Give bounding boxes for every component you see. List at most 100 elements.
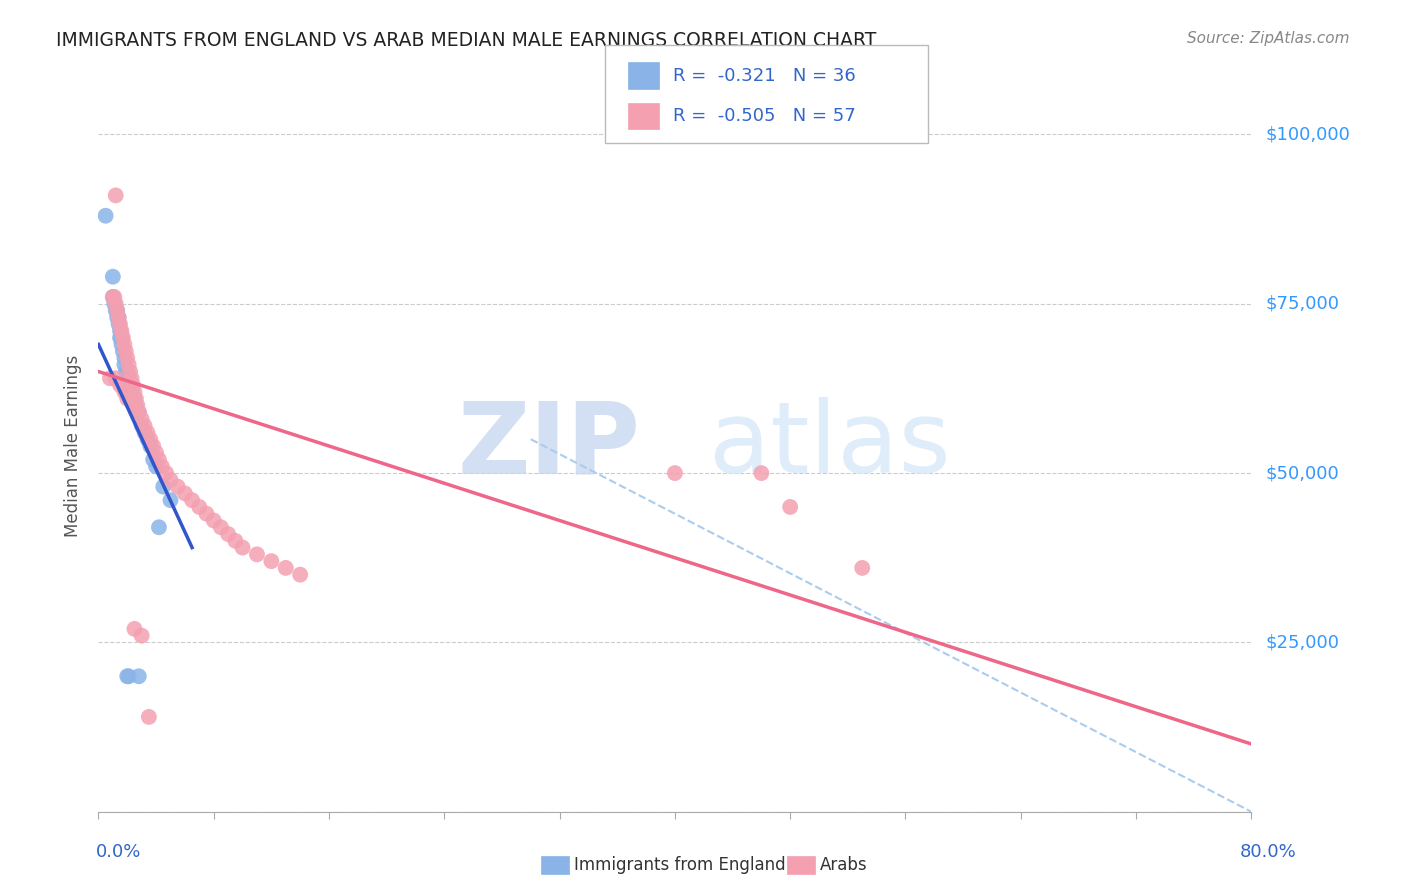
Text: 80.0%: 80.0% [1240, 843, 1296, 861]
Point [122, 378, 145, 392]
Point [751, 466, 773, 480]
Point [195, 507, 218, 521]
Point [131, 418, 153, 433]
Point [142, 439, 165, 453]
Point [125, 398, 148, 412]
Point [103, 290, 125, 304]
Point [128, 405, 150, 419]
Point [108, 317, 131, 331]
Text: Arabs: Arabs [820, 856, 868, 874]
Point [112, 358, 135, 372]
Point [118, 371, 141, 385]
Point [128, 669, 150, 683]
Point [145, 459, 167, 474]
Point [111, 344, 134, 359]
Point [181, 493, 204, 508]
Point [105, 303, 128, 318]
Point [134, 425, 156, 440]
Point [202, 514, 225, 528]
Point [107, 310, 129, 325]
Point [124, 392, 146, 406]
Point [110, 324, 132, 338]
Point [155, 466, 177, 480]
Text: atlas: atlas [710, 398, 950, 494]
Point [217, 527, 239, 541]
Text: IMMIGRANTS FROM ENGLAND VS ARAB MEDIAN MALE EARNINGS CORRELATION CHART: IMMIGRANTS FROM ENGLAND VS ARAB MEDIAN M… [56, 31, 876, 50]
Point [174, 486, 197, 500]
Point [110, 337, 132, 351]
Point [112, 384, 135, 399]
Point [98, 371, 121, 385]
Point [246, 547, 269, 561]
Point [117, 351, 139, 365]
Point [139, 439, 162, 453]
Text: $25,000: $25,000 [1265, 633, 1340, 651]
Point [101, 290, 124, 304]
Point [120, 378, 142, 392]
Point [152, 480, 174, 494]
Point [139, 432, 162, 446]
Point [125, 392, 148, 406]
Point [118, 358, 141, 372]
Point [148, 520, 170, 534]
Point [108, 378, 131, 392]
Point [290, 567, 312, 582]
Point [136, 432, 159, 446]
Point [231, 541, 254, 555]
Point [128, 405, 150, 419]
Point [127, 398, 149, 412]
Point [224, 533, 246, 548]
Point [105, 303, 128, 318]
Point [145, 446, 167, 460]
Point [120, 364, 142, 378]
Point [209, 520, 232, 534]
Point [150, 459, 173, 474]
Point [117, 392, 139, 406]
Point [110, 331, 132, 345]
Point [159, 493, 181, 508]
Point [101, 290, 124, 304]
Point [117, 669, 139, 683]
Point [136, 425, 159, 440]
Point [114, 364, 136, 378]
Point [108, 331, 131, 345]
Point [851, 561, 873, 575]
Text: $75,000: $75,000 [1265, 294, 1340, 313]
Point [664, 466, 686, 480]
Point [124, 398, 146, 412]
Point [148, 452, 170, 467]
Point [114, 344, 136, 359]
Text: Immigrants from England: Immigrants from England [574, 856, 786, 874]
Point [124, 384, 146, 399]
Point [111, 331, 134, 345]
Point [103, 297, 125, 311]
Point [274, 561, 297, 575]
Point [104, 371, 127, 385]
Point [188, 500, 211, 514]
Point [124, 622, 146, 636]
Text: ZIP: ZIP [457, 398, 640, 494]
Point [121, 384, 143, 399]
Point [131, 629, 153, 643]
Point [138, 710, 160, 724]
Text: Source: ZipAtlas.com: Source: ZipAtlas.com [1187, 31, 1350, 46]
Point [131, 412, 153, 426]
Point [105, 310, 128, 325]
Point [104, 297, 127, 311]
Y-axis label: Median Male Earnings: Median Male Earnings [65, 355, 83, 537]
Point [107, 310, 129, 325]
Point [142, 452, 165, 467]
Point [94, 209, 117, 223]
Text: 0.0%: 0.0% [96, 843, 141, 861]
Point [112, 337, 135, 351]
Point [159, 473, 181, 487]
Text: R =  -0.321   N = 36: R = -0.321 N = 36 [673, 67, 856, 85]
Point [118, 669, 141, 683]
Text: R =  -0.505   N = 57: R = -0.505 N = 57 [673, 107, 856, 125]
Point [101, 269, 124, 284]
Text: $50,000: $50,000 [1265, 464, 1339, 482]
Point [107, 317, 129, 331]
Point [104, 188, 127, 202]
Point [112, 351, 135, 365]
Point [260, 554, 283, 568]
